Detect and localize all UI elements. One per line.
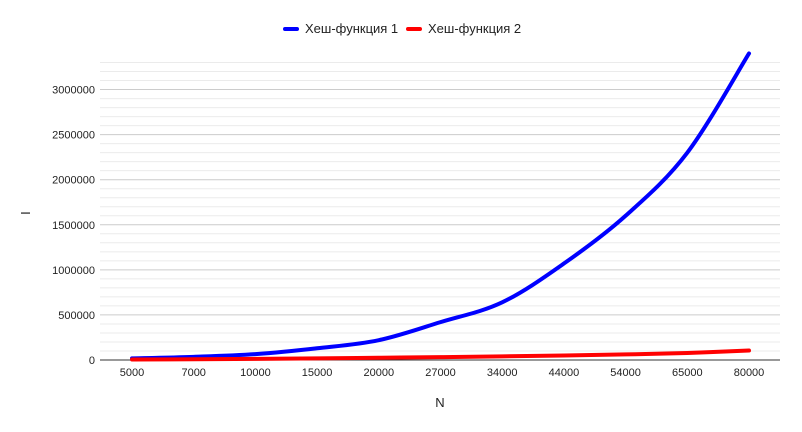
x-tick-label: 15000 [302, 367, 333, 379]
legend-label-1: Хеш-функция 1 [305, 21, 398, 36]
y-tick-label: 2000000 [52, 175, 95, 187]
x-tick-label: 65000 [672, 367, 703, 379]
legend-label-2: Хеш-функция 2 [428, 21, 521, 36]
x-tick-labels: 5000 7000 10000 15000 20000 27000 34000 44000 54… [120, 367, 765, 379]
x-tick-label: 80000 [734, 367, 765, 379]
series-line-2 [130, 348, 751, 362]
series-lines [130, 51, 751, 362]
series-line-1 [130, 51, 751, 361]
y-tick-label: 1500000 [52, 220, 95, 232]
x-tick-label: 20000 [364, 367, 395, 379]
x-tick-label: 5000 [120, 367, 144, 379]
x-axis-title: N [435, 395, 444, 410]
x-tick-label: 10000 [240, 367, 271, 379]
x-tick-label: 7000 [181, 367, 205, 379]
gridlines [100, 62, 780, 352]
y-tick-label: 500000 [58, 310, 95, 322]
legend: Хеш-функция 1 Хеш-функция 2 [283, 21, 521, 36]
x-tick-label: 44000 [549, 367, 580, 379]
x-tick-label: 54000 [610, 367, 641, 379]
y-tick-label: 0 [89, 355, 95, 367]
y-tick-label: 2500000 [52, 130, 95, 142]
x-tick-label: 27000 [425, 367, 456, 379]
x-tick-label: 34000 [487, 367, 518, 379]
y-axis-title: I [18, 211, 33, 215]
y-tick-labels: 0 500000 1000000 1500000 2000000 2500000 30000… [52, 85, 95, 367]
y-tick-label: 1000000 [52, 265, 95, 277]
y-tick-label: 3000000 [52, 85, 95, 97]
